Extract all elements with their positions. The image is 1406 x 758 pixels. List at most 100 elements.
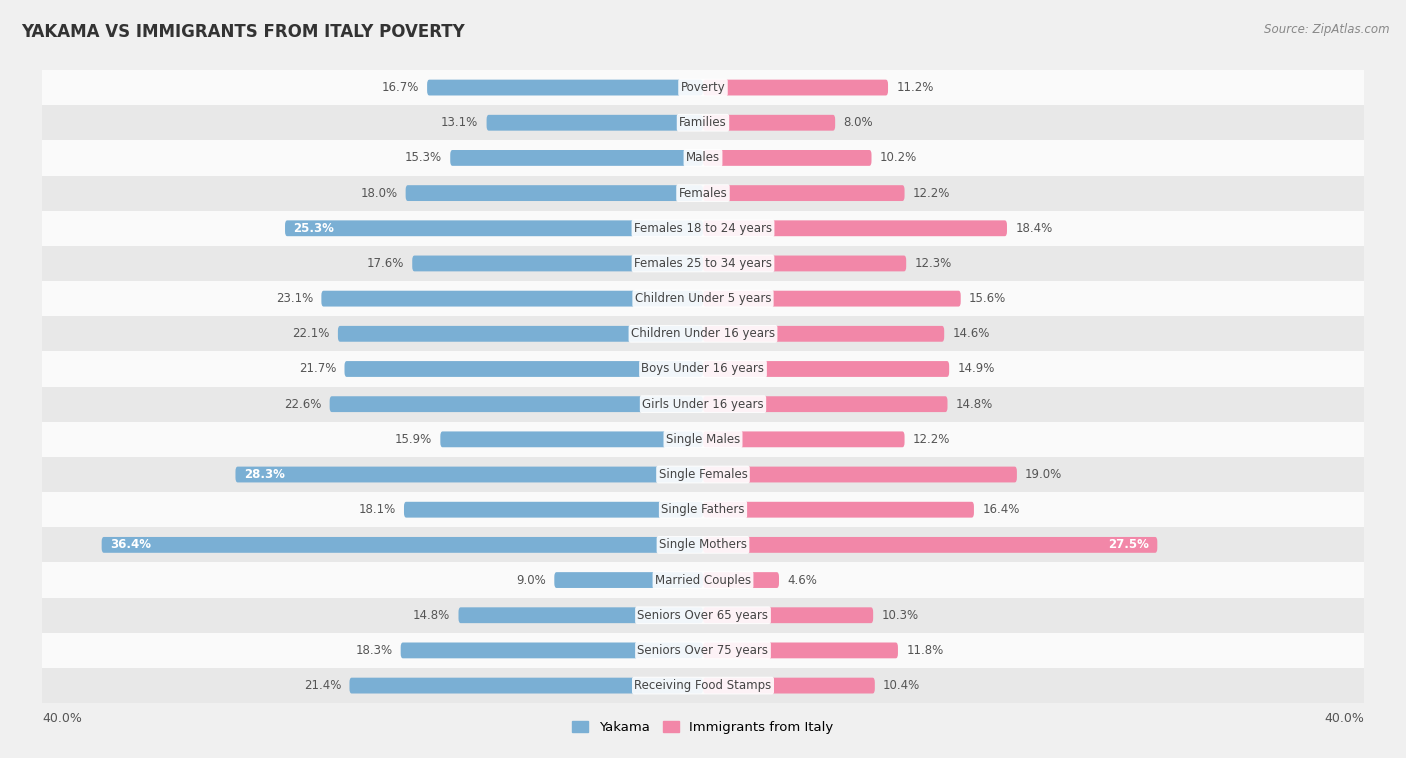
FancyBboxPatch shape (703, 572, 779, 588)
Text: 15.9%: 15.9% (395, 433, 432, 446)
Text: 40.0%: 40.0% (1324, 712, 1364, 725)
Text: 11.2%: 11.2% (896, 81, 934, 94)
FancyBboxPatch shape (703, 185, 904, 201)
FancyBboxPatch shape (344, 361, 703, 377)
Bar (42, 281, 1364, 316)
Text: Boys Under 16 years: Boys Under 16 years (641, 362, 765, 375)
FancyBboxPatch shape (285, 221, 703, 236)
FancyBboxPatch shape (322, 291, 703, 306)
Text: Single Mothers: Single Mothers (659, 538, 747, 551)
Text: 21.4%: 21.4% (304, 679, 342, 692)
Text: Receiving Food Stamps: Receiving Food Stamps (634, 679, 772, 692)
FancyBboxPatch shape (703, 607, 873, 623)
Bar (42, 246, 1364, 281)
Text: 12.3%: 12.3% (914, 257, 952, 270)
FancyBboxPatch shape (703, 221, 1007, 236)
Text: 23.1%: 23.1% (276, 292, 314, 305)
Text: 36.4%: 36.4% (110, 538, 150, 551)
Bar (42, 457, 1364, 492)
Text: 28.3%: 28.3% (243, 468, 284, 481)
Text: 4.6%: 4.6% (787, 574, 817, 587)
Text: Single Females: Single Females (658, 468, 748, 481)
Text: 15.6%: 15.6% (969, 292, 1007, 305)
Text: Seniors Over 65 years: Seniors Over 65 years (637, 609, 769, 622)
Text: 22.1%: 22.1% (292, 327, 329, 340)
FancyBboxPatch shape (703, 114, 835, 130)
Text: 15.3%: 15.3% (405, 152, 441, 164)
Bar (42, 633, 1364, 668)
FancyBboxPatch shape (337, 326, 703, 342)
Text: Girls Under 16 years: Girls Under 16 years (643, 398, 763, 411)
FancyBboxPatch shape (703, 326, 945, 342)
FancyBboxPatch shape (486, 114, 703, 130)
FancyBboxPatch shape (101, 537, 703, 553)
Text: Married Couples: Married Couples (655, 574, 751, 587)
Text: 8.0%: 8.0% (844, 116, 873, 130)
Text: Poverty: Poverty (681, 81, 725, 94)
Text: 18.3%: 18.3% (356, 644, 392, 657)
Text: 25.3%: 25.3% (294, 222, 335, 235)
Text: 16.4%: 16.4% (983, 503, 1019, 516)
Text: 18.1%: 18.1% (359, 503, 395, 516)
Text: Single Males: Single Males (666, 433, 740, 446)
Text: YAKAMA VS IMMIGRANTS FROM ITALY POVERTY: YAKAMA VS IMMIGRANTS FROM ITALY POVERTY (21, 23, 465, 41)
FancyBboxPatch shape (703, 467, 1017, 482)
Text: Seniors Over 75 years: Seniors Over 75 years (637, 644, 769, 657)
FancyBboxPatch shape (703, 502, 974, 518)
Text: Source: ZipAtlas.com: Source: ZipAtlas.com (1264, 23, 1389, 36)
FancyBboxPatch shape (412, 255, 703, 271)
Bar (42, 597, 1364, 633)
FancyBboxPatch shape (235, 467, 703, 482)
Bar (42, 140, 1364, 176)
Text: 16.7%: 16.7% (381, 81, 419, 94)
Bar (42, 211, 1364, 246)
Legend: Yakama, Immigrants from Italy: Yakama, Immigrants from Italy (567, 716, 839, 740)
Bar (42, 528, 1364, 562)
Text: Families: Families (679, 116, 727, 130)
Bar (42, 562, 1364, 597)
FancyBboxPatch shape (703, 80, 889, 96)
FancyBboxPatch shape (703, 396, 948, 412)
Text: 12.2%: 12.2% (912, 186, 950, 199)
Bar (42, 176, 1364, 211)
Text: 22.6%: 22.6% (284, 398, 322, 411)
Text: 14.8%: 14.8% (413, 609, 450, 622)
FancyBboxPatch shape (703, 291, 960, 306)
FancyBboxPatch shape (427, 80, 703, 96)
Bar (42, 387, 1364, 421)
Bar (42, 352, 1364, 387)
Text: 13.1%: 13.1% (441, 116, 478, 130)
FancyBboxPatch shape (703, 361, 949, 377)
Text: 11.8%: 11.8% (907, 644, 943, 657)
Text: 9.0%: 9.0% (516, 574, 546, 587)
Bar (42, 421, 1364, 457)
Text: 14.6%: 14.6% (952, 327, 990, 340)
Text: 10.4%: 10.4% (883, 679, 921, 692)
Text: Males: Males (686, 152, 720, 164)
Text: 17.6%: 17.6% (367, 257, 404, 270)
Text: 10.3%: 10.3% (882, 609, 918, 622)
Text: Females 18 to 24 years: Females 18 to 24 years (634, 222, 772, 235)
Bar (42, 70, 1364, 105)
FancyBboxPatch shape (703, 678, 875, 694)
FancyBboxPatch shape (405, 185, 703, 201)
Text: Females: Females (679, 186, 727, 199)
Bar (42, 668, 1364, 703)
FancyBboxPatch shape (703, 255, 907, 271)
Text: 10.2%: 10.2% (880, 152, 917, 164)
Text: Children Under 16 years: Children Under 16 years (631, 327, 775, 340)
Bar (42, 492, 1364, 528)
Text: 18.4%: 18.4% (1015, 222, 1053, 235)
FancyBboxPatch shape (554, 572, 703, 588)
FancyBboxPatch shape (440, 431, 703, 447)
Bar (42, 105, 1364, 140)
FancyBboxPatch shape (350, 678, 703, 694)
Text: 40.0%: 40.0% (42, 712, 82, 725)
Text: 14.9%: 14.9% (957, 362, 995, 375)
FancyBboxPatch shape (329, 396, 703, 412)
Text: Single Fathers: Single Fathers (661, 503, 745, 516)
FancyBboxPatch shape (703, 431, 904, 447)
FancyBboxPatch shape (703, 537, 1157, 553)
FancyBboxPatch shape (458, 607, 703, 623)
Text: 19.0%: 19.0% (1025, 468, 1063, 481)
